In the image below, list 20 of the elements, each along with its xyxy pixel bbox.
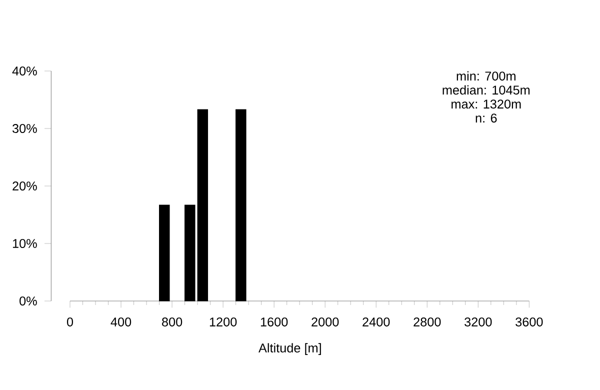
annotation: min: 700m — [456, 71, 516, 81]
y-tick-label: 30% — [12, 124, 37, 133]
x-tick-label: 2000 — [312, 317, 339, 326]
x-tick-label: 1600 — [260, 317, 288, 326]
x-tick-label: 2400 — [362, 317, 390, 326]
y-tick-label: 20% — [12, 182, 37, 190]
y-tick-label: 10% — [12, 239, 37, 248]
annotation: median: 1045m — [442, 85, 530, 95]
x-tick-label: 3200 — [464, 317, 492, 326]
y-tick-label: 0% — [20, 296, 37, 306]
x-tick-label: 400 — [110, 317, 132, 326]
annotation: max: 1320m — [452, 100, 521, 109]
annotation: n: 6 — [476, 114, 497, 123]
x-tick-label: 1200 — [210, 317, 237, 326]
x-axis-title: Altitude [m] — [258, 343, 321, 355]
x-tick-label: 800 — [162, 317, 182, 326]
x-tick-label: 3600 — [516, 317, 543, 326]
y-tick-label: 40% — [12, 66, 37, 76]
x-tick-label: 0 — [66, 317, 74, 326]
x-tick-label: 2800 — [414, 317, 441, 326]
